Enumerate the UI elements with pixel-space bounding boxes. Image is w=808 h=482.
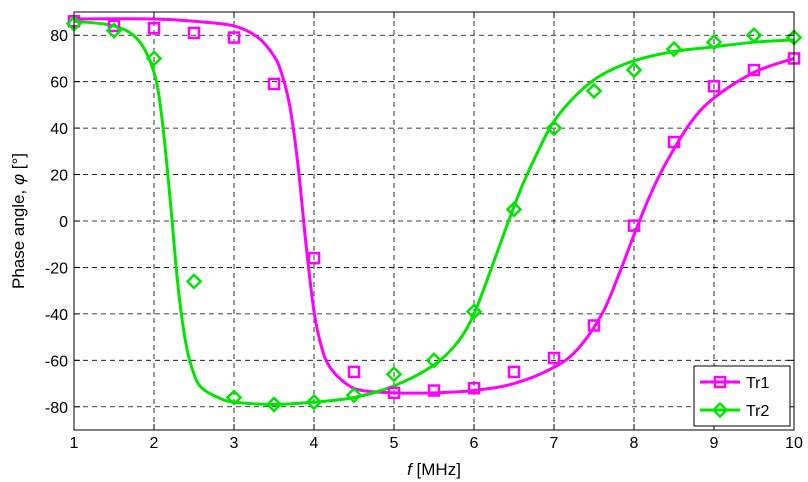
- y-tick-label: 80: [50, 28, 68, 45]
- y-axis-label: Phase angle, φ [°]: [9, 153, 28, 289]
- marker-tr2: [665, 40, 683, 58]
- marker-tr2: [745, 26, 763, 44]
- x-tick-label: 4: [310, 435, 319, 452]
- x-tick-label: 8: [630, 435, 639, 452]
- marker-tr1: [227, 31, 241, 44]
- legend-marker-tr2: [711, 401, 729, 419]
- marker-tr1: [667, 135, 681, 149]
- legend-label-tr1: Tr1: [746, 375, 770, 392]
- marker-tr2: [585, 82, 603, 100]
- marker-tr1: [267, 77, 281, 91]
- y-tick-label: -60: [45, 353, 68, 370]
- x-tick-label: 5: [390, 435, 399, 452]
- marker-tr2: [305, 393, 323, 411]
- y-tick-label: 40: [50, 121, 68, 138]
- fit-line-tr1: [73, 17, 795, 395]
- y-tick-label: -40: [45, 307, 68, 324]
- y-tick-label: 20: [50, 168, 68, 185]
- marker-tr2: [105, 22, 123, 39]
- x-tick-label: 1: [70, 435, 79, 452]
- marker-tr2: [705, 33, 723, 51]
- marker-tr1: [107, 19, 121, 33]
- legend: Tr1 Tr2: [693, 365, 791, 427]
- marker-tr2: [465, 303, 483, 320]
- marker-tr1: [627, 219, 641, 232]
- marker-tr1: [387, 386, 401, 400]
- tick-labels: 1 2 3 4 5 6 7 8 9 10 -80 -60 -40 -20 0 20 40 60 80: [45, 28, 803, 452]
- x-tick-label: 7: [550, 435, 559, 452]
- x-axis-label: f [MHz]: [407, 460, 461, 479]
- y-axis-unit: [°]: [9, 153, 28, 174]
- x-axis-symbol: f: [407, 460, 414, 479]
- marker-tr2: [505, 201, 523, 218]
- marker-tr2: [385, 365, 403, 383]
- marker-tr1: [187, 26, 201, 40]
- y-tick-label: 0: [59, 214, 68, 231]
- x-tick-label: 9: [710, 435, 719, 452]
- y-tick-label: -80: [45, 400, 68, 417]
- x-tick-label: 3: [230, 435, 239, 452]
- marker-tr1: [747, 63, 761, 77]
- legend-box: [693, 365, 791, 427]
- marker-tr2: [185, 273, 203, 290]
- y-tick-label: 60: [50, 75, 68, 92]
- marker-tr1: [707, 80, 721, 93]
- marker-tr2: [425, 352, 443, 369]
- marker-tr2: [345, 386, 363, 404]
- x-tick-label: 6: [470, 435, 479, 452]
- y-axis-text: Phase angle,: [9, 185, 28, 289]
- y-tick-label: -20: [45, 260, 68, 277]
- marker-tr1: [587, 319, 601, 332]
- marker-tr1: [307, 251, 321, 265]
- marker-tr1: [507, 365, 521, 379]
- x-tick-label: 10: [785, 435, 803, 452]
- marker-tr2: [145, 50, 163, 67]
- marker-tr2: [225, 389, 243, 406]
- marker-tr1: [147, 22, 161, 35]
- x-axis-unit: [MHz]: [412, 460, 461, 479]
- marker-tr1: [347, 365, 361, 379]
- marker-tr2: [265, 396, 283, 413]
- legend-label-tr2: Tr2: [746, 403, 770, 420]
- legend-marker-tr1: [713, 375, 727, 389]
- marker-tr1: [467, 381, 481, 395]
- marker-tr2: [625, 61, 643, 79]
- y-axis-symbol: φ: [9, 174, 28, 185]
- x-tick-label: 2: [150, 435, 159, 452]
- marker-tr1: [427, 384, 441, 397]
- marker-tr2: [545, 119, 563, 137]
- axis-ticks: [73, 12, 795, 430]
- marker-tr1: [547, 351, 561, 365]
